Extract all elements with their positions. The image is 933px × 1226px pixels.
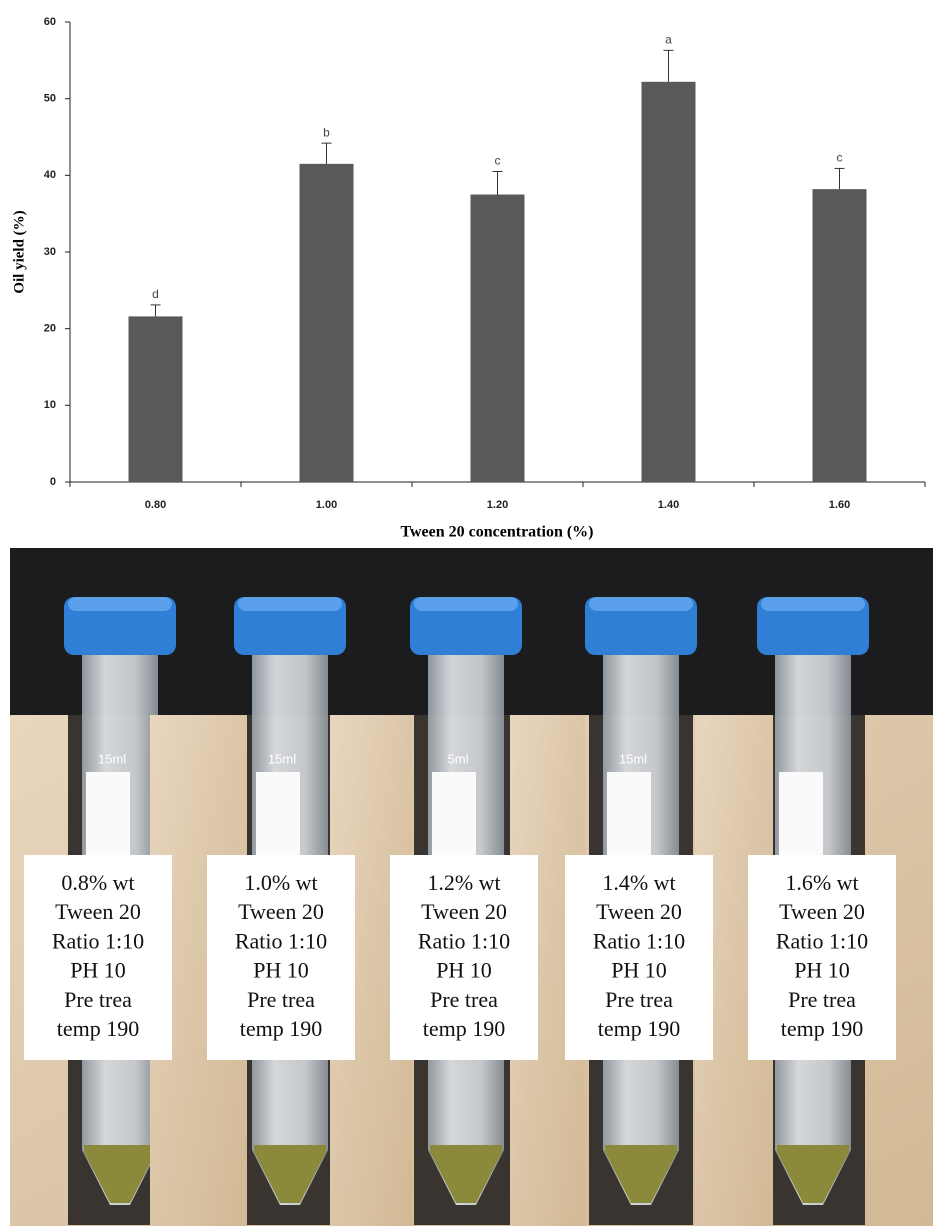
label-line: 1.2% wt — [427, 870, 500, 895]
significance-letter: c — [495, 154, 501, 168]
significance-letter: c — [837, 151, 843, 165]
significance-letter: a — [665, 33, 672, 47]
y-tick-label: 10 — [44, 399, 56, 411]
label-line: Pre trea — [430, 987, 498, 1012]
tube-tag — [256, 772, 300, 862]
label-line: Ratio 1:10 — [418, 928, 510, 953]
label-line: temp 190 — [240, 1016, 323, 1041]
tube-tag — [779, 772, 823, 862]
cap-top — [761, 597, 865, 611]
significance-letter: b — [323, 125, 330, 139]
label-line: temp 190 — [423, 1016, 506, 1041]
y-tick-label: 40 — [44, 169, 56, 181]
cap-top — [68, 597, 172, 611]
x-tick-label: 1.60 — [829, 499, 850, 511]
label-line: Pre trea — [247, 987, 315, 1012]
y-axis-label: Oil yield (%) — [11, 210, 27, 293]
label-line: Tween 20 — [238, 899, 324, 924]
tube-mark: 15ml — [98, 751, 126, 766]
bar — [813, 189, 867, 482]
bar — [300, 164, 354, 482]
y-tick-label: 20 — [44, 323, 56, 335]
tube-tag — [432, 772, 476, 862]
label-line: 0.8% wt — [61, 870, 134, 895]
label-line: PH 10 — [794, 958, 850, 983]
tube-mark: 15ml — [268, 751, 296, 766]
page: Oil yield (%) Tween 20 concentration (%)… — [0, 0, 933, 1226]
label-line: Tween 20 — [421, 899, 507, 924]
x-tick-label: 1.40 — [658, 499, 679, 511]
cap-top — [589, 597, 693, 611]
label-line: Tween 20 — [779, 899, 865, 924]
label-line: temp 190 — [781, 1016, 864, 1041]
label-line: temp 190 — [598, 1016, 681, 1041]
y-tick-label: 0 — [50, 476, 56, 488]
figure: Oil yield (%) Tween 20 concentration (%)… — [0, 0, 933, 1226]
label-line: Ratio 1:10 — [52, 928, 144, 953]
cap-top — [414, 597, 518, 611]
x-tick-label: 0.80 — [145, 499, 166, 511]
label-line: Pre trea — [64, 987, 132, 1012]
label-line: Ratio 1:10 — [593, 928, 685, 953]
x-axis-label: Tween 20 concentration (%) — [401, 524, 594, 541]
label-line: PH 10 — [70, 958, 126, 983]
label-line: Tween 20 — [55, 899, 141, 924]
cap-top — [238, 597, 342, 611]
tube-mark: 5ml — [448, 751, 469, 766]
label-line: 1.6% wt — [785, 870, 858, 895]
label-line: temp 190 — [57, 1016, 140, 1041]
label-line: Pre trea — [788, 987, 856, 1012]
x-tick-label: 1.00 — [316, 499, 337, 511]
tube-mark: 15ml — [619, 751, 647, 766]
y-tick-label: 30 — [44, 246, 56, 258]
label-line: 1.0% wt — [244, 870, 317, 895]
y-tick-label: 60 — [44, 16, 56, 28]
tube-tag — [607, 772, 651, 862]
tube-tag — [86, 772, 130, 862]
photo: 15ml 15ml 5ml 15ml 0.8% wt Tween 20 Ratio 1:10… — [10, 548, 933, 1226]
label-line: Tween 20 — [596, 899, 682, 924]
label-line: Ratio 1:10 — [776, 928, 868, 953]
label-line: PH 10 — [253, 958, 309, 983]
label-line: PH 10 — [436, 958, 492, 983]
label-line: Pre trea — [605, 987, 673, 1012]
label-line: Ratio 1:10 — [235, 928, 327, 953]
significance-letter: d — [152, 287, 159, 301]
label-line: 1.4% wt — [602, 870, 675, 895]
bar — [471, 195, 525, 483]
x-tick-label: 1.20 — [487, 499, 508, 511]
label-line: PH 10 — [611, 958, 667, 983]
bar — [642, 82, 696, 482]
y-tick-label: 50 — [44, 93, 56, 105]
bar — [129, 316, 183, 482]
